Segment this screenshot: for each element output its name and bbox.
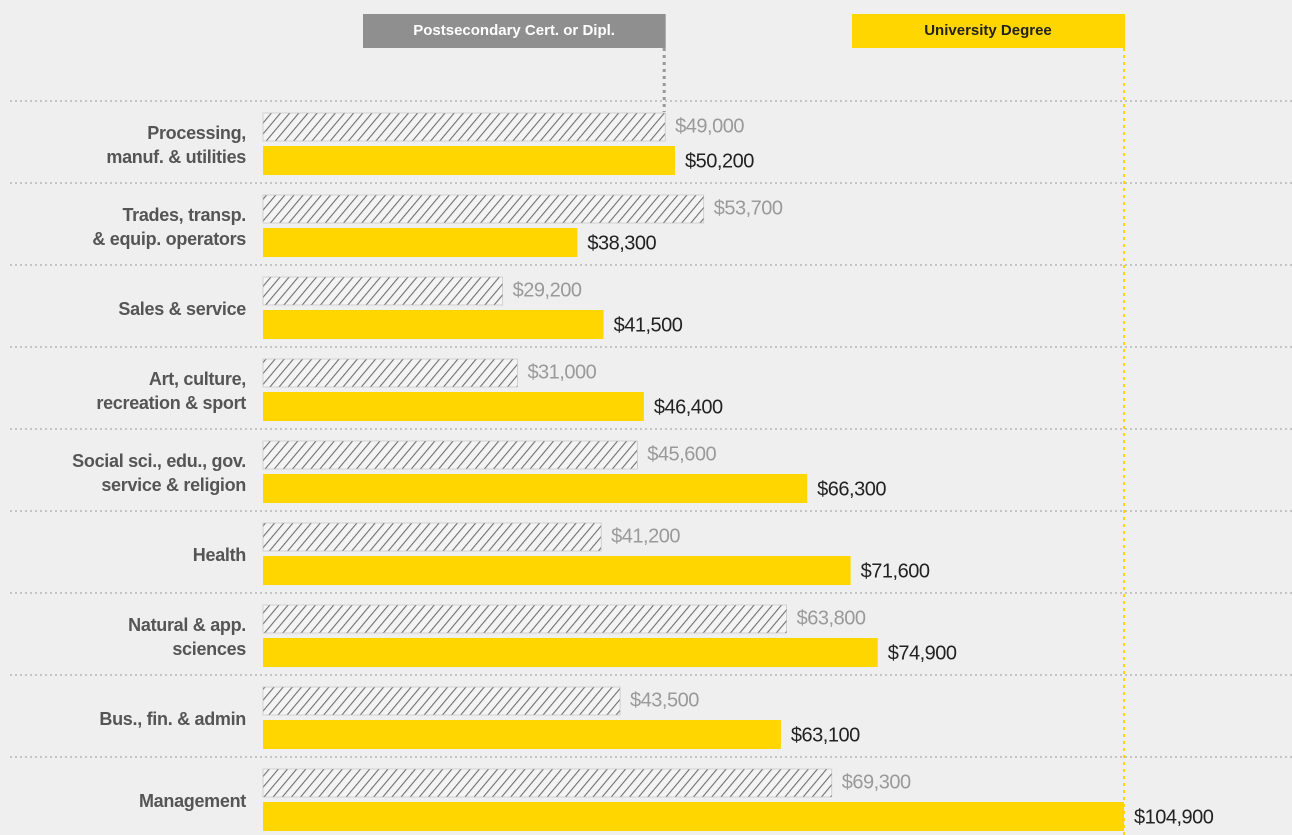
category-label: Trades, transp. & equip. operators xyxy=(92,205,246,249)
category-label: Health xyxy=(192,545,247,565)
value-label: $49,000 xyxy=(675,115,744,137)
bar xyxy=(262,604,787,634)
bar xyxy=(262,440,638,470)
category-label: Social sci., edu., gov. service & religi… xyxy=(72,451,246,495)
value-label: $41,200 xyxy=(611,525,680,547)
value-label: $41,500 xyxy=(614,314,683,336)
bar xyxy=(263,310,604,339)
value-label: $104,900 xyxy=(1134,806,1214,828)
value-label: $53,700 xyxy=(714,197,783,219)
value-label: $63,800 xyxy=(797,607,866,629)
value-label: $50,200 xyxy=(685,150,754,172)
value-label: $69,300 xyxy=(842,771,911,793)
bar xyxy=(262,358,518,388)
value-label: $29,200 xyxy=(513,279,582,301)
bar xyxy=(263,802,1124,831)
value-label: $66,300 xyxy=(817,478,886,500)
category-label: Natural & app. sciences xyxy=(128,615,246,659)
legend-label: University Degree xyxy=(924,22,1052,39)
category-label: Management xyxy=(138,791,246,811)
bar xyxy=(263,228,578,257)
value-label: $43,500 xyxy=(630,689,699,711)
legend-label: Postsecondary Cert. or Dipl. xyxy=(413,22,615,39)
bar xyxy=(262,768,833,798)
bar xyxy=(263,474,808,503)
value-label: $74,900 xyxy=(888,642,957,664)
bar xyxy=(262,276,503,306)
bar xyxy=(263,146,676,175)
bar xyxy=(263,720,781,749)
bar xyxy=(262,112,666,142)
category-label: Sales & service xyxy=(118,299,246,319)
value-label: $46,400 xyxy=(654,396,723,418)
legend-box xyxy=(852,14,1125,48)
category-label: Processing, manuf. & utilities xyxy=(106,123,246,167)
bar xyxy=(262,686,621,716)
bar xyxy=(262,522,602,552)
bar xyxy=(262,194,705,224)
bar xyxy=(263,556,851,585)
legend-box xyxy=(363,14,666,48)
category-label: Bus., fin. & admin xyxy=(99,709,246,729)
value-label: $31,000 xyxy=(527,361,596,383)
category-label: Art, culture, recreation & sport xyxy=(96,369,246,413)
bar xyxy=(263,638,878,667)
value-label: $71,600 xyxy=(861,560,930,582)
value-label: $63,100 xyxy=(791,724,860,746)
value-label: $38,300 xyxy=(587,232,656,254)
bar xyxy=(263,392,644,421)
value-label: $45,600 xyxy=(647,443,716,465)
